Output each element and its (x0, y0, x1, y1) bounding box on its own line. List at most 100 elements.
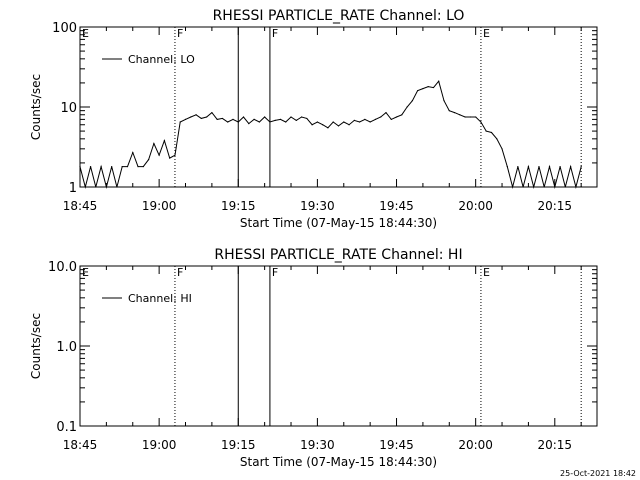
y-axis-label: Counts/sec (29, 74, 43, 140)
data-point (89, 165, 92, 168)
data-point (190, 116, 192, 118)
data-point (200, 117, 202, 120)
lo-channel-panel: RHESSI PARTICLE_RATE Channel: LO Start Ti… (29, 8, 598, 230)
event-marker-label: F (272, 266, 278, 279)
data-point (264, 116, 266, 118)
data-point (221, 117, 224, 120)
y-tick-label: 0.1 (56, 420, 77, 435)
legend-entry: Channel: HI (128, 292, 192, 305)
data-point (232, 118, 234, 120)
data-point (195, 114, 197, 116)
data-point (559, 165, 561, 168)
plot-frame (79, 26, 598, 188)
data-point (480, 121, 482, 123)
data-point (533, 186, 535, 188)
data-point (580, 165, 582, 168)
x-tick-label: 19:15 (221, 438, 256, 452)
x-tick-label: 19:15 (221, 199, 256, 213)
data-point (501, 148, 503, 150)
data-point (300, 116, 303, 118)
data-point (511, 186, 514, 188)
data-point (248, 123, 250, 125)
x-tick-label: 19:30 (300, 438, 335, 452)
chart-title: RHESSI PARTICLE_RATE Channel: HI (214, 247, 462, 263)
data-point (359, 121, 361, 123)
data-point (459, 114, 461, 116)
data-point (253, 118, 255, 120)
data-point (417, 90, 419, 92)
x-tick-label: 18:45 (63, 438, 98, 452)
data-point (443, 100, 445, 102)
data-point (116, 186, 118, 188)
data-point (554, 186, 556, 188)
chart-title: RHESSI PARTICLE_RATE Channel: LO (213, 8, 465, 24)
data-point (306, 117, 308, 120)
data-point (211, 112, 213, 114)
data-point (475, 116, 477, 118)
data-point (438, 80, 440, 82)
data-point (364, 118, 366, 120)
data-point (401, 114, 403, 116)
data-point (548, 165, 551, 168)
data-point (343, 121, 345, 123)
data-point (406, 106, 408, 108)
data-point (337, 125, 340, 127)
plot-frame (79, 265, 598, 427)
data-point (206, 116, 208, 118)
data-point (285, 121, 287, 123)
x-tick-label: 20:00 (458, 199, 493, 213)
data-point (411, 100, 413, 102)
y-tick-label: 10.0 (48, 260, 77, 275)
data-point (142, 165, 144, 168)
data-point (153, 142, 155, 145)
data-point (179, 121, 181, 123)
data-point (290, 116, 292, 118)
data-point (147, 159, 150, 161)
data-point (527, 165, 530, 168)
y-axis-label: Counts/sec (29, 313, 43, 379)
data-point (506, 165, 508, 168)
data-point (543, 186, 545, 188)
data-point (469, 116, 471, 118)
data-point (227, 121, 229, 123)
data-point (485, 130, 487, 132)
x-tick-label: 18:45 (63, 199, 98, 213)
data-point (311, 124, 313, 126)
data-point (575, 186, 577, 188)
x-tick-label: 20:15 (537, 199, 572, 213)
x-tick-label: 19:45 (379, 438, 414, 452)
event-marker-label: F (177, 27, 183, 40)
x-tick-label: 20:15 (537, 438, 572, 452)
data-point (332, 121, 334, 123)
data-point (126, 165, 129, 168)
series-line (79, 80, 582, 189)
event-marker-label: F (272, 27, 278, 40)
data-point (279, 118, 282, 120)
data-point (100, 165, 102, 168)
x-tick-label: 19:45 (379, 199, 414, 213)
data-point (380, 116, 382, 118)
event-marker-label: E (483, 266, 490, 279)
x-tick-label: 19:00 (142, 438, 177, 452)
y-tick-label: 10 (60, 101, 77, 116)
data-point (158, 154, 160, 156)
event-marker-label: E (82, 266, 89, 279)
data-point (374, 118, 377, 120)
data-point (79, 165, 81, 168)
x-tick-label: 20:00 (458, 438, 493, 452)
data-point (84, 186, 86, 188)
data-point (274, 119, 276, 121)
data-point (432, 86, 435, 89)
data-point (269, 121, 271, 123)
data-point (95, 186, 97, 188)
x-tick-label: 19:30 (300, 199, 335, 213)
y-tick-label: 100 (52, 21, 77, 36)
x-axis-label: Start Time (07-May-15 18:44:30) (240, 216, 437, 230)
data-point (132, 151, 134, 154)
y-tick-label: 1.0 (56, 340, 77, 355)
data-point (464, 116, 466, 118)
data-point (453, 112, 456, 114)
data-point (422, 87, 424, 90)
data-point (496, 138, 498, 140)
data-point (237, 121, 239, 123)
